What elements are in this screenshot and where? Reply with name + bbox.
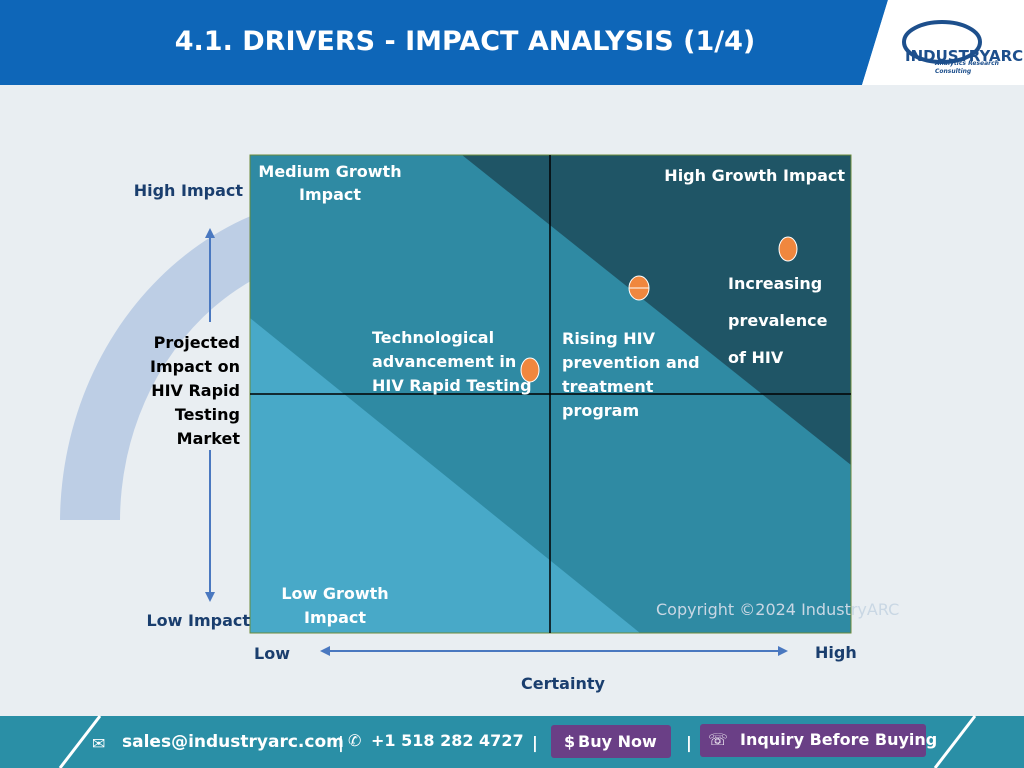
driver-label: Technological advancement in HIV Rapid T… [372,328,532,395]
email[interactable]: sales@industryarc.com [122,732,344,752]
header-bar [0,0,888,85]
title: 4.1. DRIVERS - IMPACT ANALYSIS (1/4) [174,26,756,57]
quadrant-label: High Growth Impact [664,166,845,185]
low-zone [250,318,640,633]
y-arrowhead-up [205,228,215,238]
driver-label: Increasing prevalence of HIV [728,274,828,367]
x-arrowhead-left [320,646,330,656]
driver-dot [778,236,798,262]
logo-area [862,0,1024,85]
driver-dot [520,357,540,383]
logo: INDUSTRYARC [905,47,1024,65]
separator: | [532,733,538,752]
x-high: High [815,643,857,662]
logo-tagline: Analytics Research Consulting [935,60,999,75]
buy-text[interactable]: Buy Now [578,732,657,751]
x-axis-label: Certainty [521,674,605,693]
inquiry-button[interactable] [700,724,926,757]
y-low: Low Impact [146,611,250,630]
logo-swoosh [902,20,982,64]
x-low: Low [254,644,290,663]
inquiry-text[interactable]: Inquiry Before Buying [740,730,938,749]
y-high: High Impact [133,181,243,200]
separator: | [338,733,344,752]
email-icon: ✉ [92,734,106,753]
driver-label: Rising HIV prevention and treatment prog… [562,329,700,420]
separator: | [686,733,692,752]
x-arrowhead-right [778,646,788,656]
dollar-icon: $ [564,732,576,751]
y-axis-label: Projected Impact on HIV Rapid Testing Ma… [150,333,240,448]
quadrant-label: Low Growth Impact [281,584,389,627]
y-arrowhead-down [205,592,215,602]
chat-icon: ☏ [708,730,729,749]
phone[interactable]: +1 518 282 4727 [371,731,524,750]
buy-button[interactable] [551,725,671,758]
high-zone [462,155,851,465]
quadrant-label: Medium Growth Impact [258,162,402,204]
copyright: Copyright ©2024 IndustryARC [656,600,900,619]
phone-icon: ✆ [348,731,362,750]
footer-slash [58,715,102,768]
footer-slash [933,715,977,768]
